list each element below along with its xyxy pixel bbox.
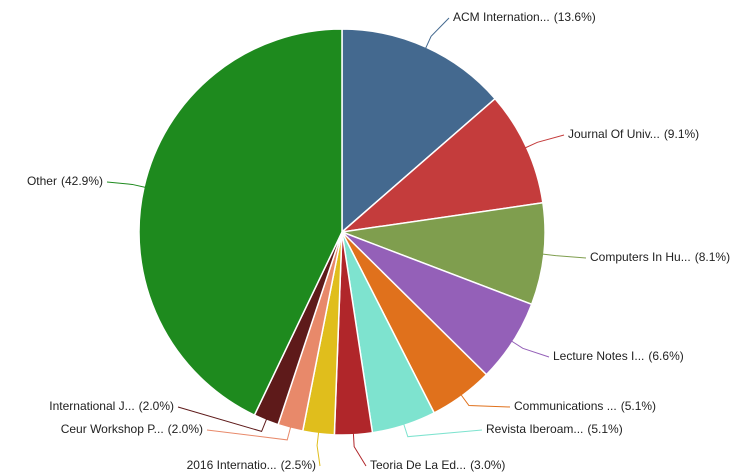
leader-line	[316, 431, 321, 467]
slice-label: Other (42.9%)	[27, 174, 103, 188]
slice-label: Revista Iberoam... (5.1%)	[486, 422, 623, 436]
slice-label-name: Ceur Workshop P...	[61, 422, 164, 436]
leader-line	[524, 134, 565, 149]
slice-label-value: (3.0%)	[470, 458, 505, 472]
slice-label: Communications ... (5.1%)	[514, 399, 656, 413]
slice-label-value: (2.5%)	[281, 458, 316, 472]
leader-line	[403, 423, 483, 438]
slice-label: International J... (2.0%)	[49, 399, 174, 413]
leader-line	[206, 426, 292, 441]
slice-label-name: Journal Of Univ...	[568, 127, 660, 141]
leader-line	[510, 340, 550, 358]
slice-label: Ceur Workshop P... (2.0%)	[61, 422, 203, 436]
slice-label-value: (9.1%)	[664, 127, 699, 141]
slice-label: ACM Internation... (13.6%)	[453, 10, 596, 24]
leader-line	[424, 17, 450, 50]
slice-label-name: Other	[27, 174, 57, 188]
slice-label-value: (6.6%)	[648, 349, 683, 363]
leader-line	[541, 253, 587, 259]
slice-label: 2016 Internatio... (2.5%)	[187, 458, 316, 472]
slice-label-name: Teoria De La Ed...	[370, 458, 466, 472]
slice-label-value: (2.0%)	[139, 399, 174, 413]
slice-label-name: ACM Internation...	[453, 10, 550, 24]
slice-label: Journal Of Univ... (9.1%)	[568, 127, 699, 141]
slice-label: Lecture Notes I... (6.6%)	[553, 349, 684, 363]
slice-label-name: Lecture Notes I...	[553, 349, 644, 363]
slice-label-name: 2016 Internatio...	[187, 458, 277, 472]
slice-label-name: International J...	[49, 399, 134, 413]
leader-line	[177, 406, 268, 433]
slice-label-name: Computers In Hu...	[590, 250, 691, 264]
slice-label-value: (42.9%)	[61, 174, 103, 188]
slice-label: Teoria De La Ed... (3.0%)	[370, 458, 505, 472]
slice-label-value: (2.0%)	[168, 422, 203, 436]
slice-label-name: Communications ...	[514, 399, 617, 413]
slice-label-value: (13.6%)	[554, 10, 596, 24]
slice-label-value: (8.1%)	[695, 250, 730, 264]
slice-label-name: Revista Iberoam...	[486, 422, 583, 436]
leader-line	[352, 432, 367, 467]
leader-line	[106, 181, 147, 189]
slice-label-value: (5.1%)	[621, 399, 656, 413]
slice-label-value: (5.1%)	[587, 422, 622, 436]
leader-line	[460, 393, 511, 408]
slice-label: Computers In Hu... (8.1%)	[590, 250, 730, 264]
